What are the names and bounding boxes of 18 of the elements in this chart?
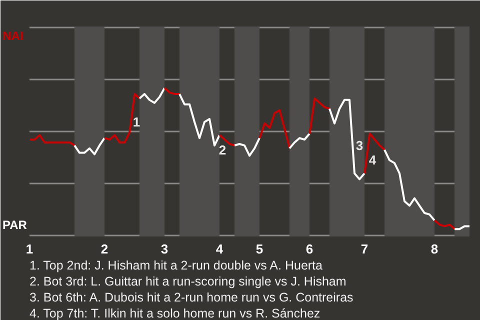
text: NAI [2, 28, 24, 43]
text: PAR [2, 218, 28, 232]
x-tick-label: 1 [26, 242, 34, 256]
annotation: 2 [218, 142, 226, 158]
text: 3. Bot 6th: A. Dubois hit a 2-run home run vs G. Contreiras [30, 290, 354, 304]
text: 4. Top 7th: T. Ilkin hit a solo home run vs R. Sánchez [30, 306, 320, 320]
x-tick-label: 3 [160, 242, 168, 256]
x-tick-label: 4 [216, 242, 224, 256]
annotation: 4 [368, 152, 377, 168]
x-tick-label: 5 [256, 242, 264, 256]
x-tick-label: 2 [100, 242, 108, 256]
annotation: 1 [132, 114, 140, 130]
x-tick-label: 8 [430, 242, 438, 256]
annotation: 3 [356, 138, 364, 153]
text: 1. Top 2nd: J. Hisham hit a 2-run double vs A. Huerta [30, 258, 323, 272]
x-tick-label: 6 [306, 242, 314, 256]
x-tick-label: 7 [360, 242, 368, 256]
text: 2. Bot 3rd: L. Guittar hit a run-scoring single vs J. Hisham [30, 274, 346, 288]
